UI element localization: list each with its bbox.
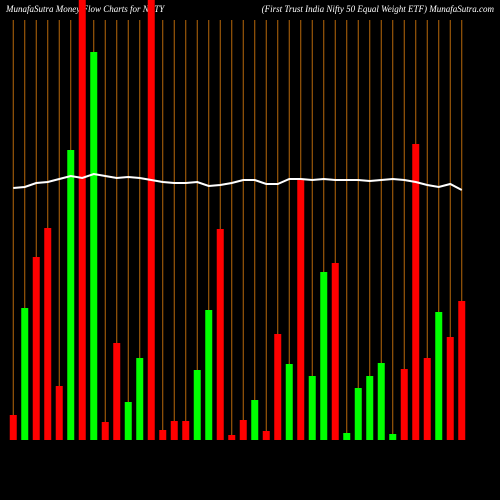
bar [343, 433, 351, 440]
bar [458, 301, 466, 440]
bar [44, 228, 52, 440]
bar [182, 421, 190, 440]
bar [308, 376, 316, 440]
bar [147, 0, 155, 440]
bar [377, 363, 385, 440]
bar [412, 144, 420, 440]
bar [435, 312, 443, 440]
bar [159, 430, 167, 440]
bar [423, 358, 431, 440]
bar [113, 343, 121, 440]
bar [124, 402, 132, 440]
bar [320, 272, 328, 440]
bar [389, 434, 397, 440]
bar [136, 358, 144, 440]
bar [331, 263, 339, 440]
money-flow-line [13, 172, 463, 191]
bar [55, 386, 63, 440]
bar [216, 229, 224, 440]
bar [251, 400, 259, 440]
bar [239, 420, 247, 440]
bar [193, 370, 201, 440]
bar [21, 308, 29, 440]
bar [446, 337, 454, 440]
bar [90, 52, 98, 440]
bar [32, 257, 40, 440]
bar [170, 421, 178, 440]
bar [354, 388, 362, 440]
bar [78, 0, 86, 440]
bar [9, 415, 17, 440]
bar [228, 435, 236, 440]
bar [205, 310, 213, 440]
bar [274, 334, 282, 440]
bar [400, 369, 408, 440]
bar [101, 422, 109, 440]
bar [262, 431, 270, 440]
chart-subtitle: (First Trust India Nifty 50 Equal Weight… [262, 4, 495, 14]
bar [297, 180, 305, 440]
bar [366, 376, 374, 440]
bar [67, 150, 75, 440]
bar [285, 364, 293, 440]
